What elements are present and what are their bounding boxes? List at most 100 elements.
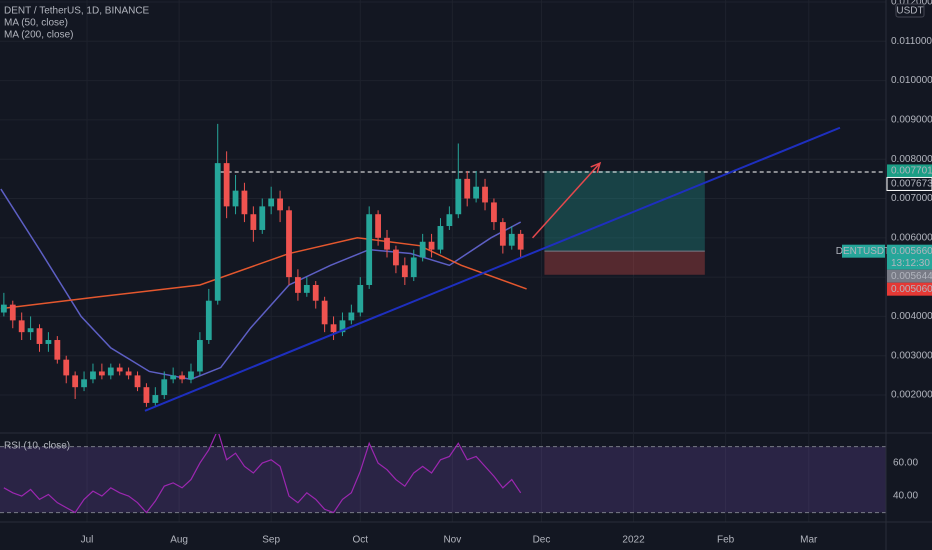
candle-body (357, 284, 364, 313)
x-tick-label: Sep (262, 535, 280, 546)
price-tag (887, 269, 932, 283)
y-tick-label: 0.008000 (891, 154, 932, 165)
candle-body (491, 202, 497, 223)
candle-body (241, 190, 248, 215)
y-tick-label: 0.002000 (891, 390, 932, 401)
candle-body (18, 320, 25, 333)
price-tag (886, 176, 932, 191)
x-tick-label: 2022 (622, 535, 645, 546)
arrow (531, 162, 601, 239)
y-tick-label: 0.003000 (891, 350, 932, 361)
y-tick-label: 0.007000 (891, 193, 932, 204)
y-tick-label: 0.010000 (891, 75, 932, 86)
rsi-band (0, 446, 886, 513)
candle-body (303, 284, 310, 293)
price-tag (887, 164, 932, 178)
x-tick-label: Mar (800, 535, 818, 546)
candle-body (81, 379, 87, 388)
candle-body (464, 178, 471, 199)
candle-body (375, 214, 381, 238)
candle-body (295, 277, 301, 293)
candle-body (152, 395, 159, 403)
price-tag (887, 244, 932, 270)
candle-body (214, 163, 221, 301)
rsi-legend: RSI (10, close) (4, 441, 70, 452)
candle-body (517, 233, 524, 250)
candle-body (348, 312, 355, 321)
candle-body (446, 214, 453, 227)
arrow-head (590, 161, 602, 173)
candle-body (401, 265, 408, 278)
candle-body (428, 241, 435, 250)
candle-body (384, 237, 390, 250)
candle-body (90, 371, 96, 380)
candle-body (9, 304, 16, 321)
candle-body (366, 214, 373, 285)
candle-body (330, 324, 337, 333)
moving-average (0, 237, 527, 310)
candle-body (116, 367, 123, 372)
candle-body (179, 375, 185, 380)
candle-body (482, 186, 488, 203)
symbol-tag-label: DENTUSDT (836, 246, 890, 257)
candle-body (437, 226, 444, 250)
x-tick-label: Oct (352, 535, 368, 546)
candle-body (508, 233, 515, 246)
candle-body (259, 206, 266, 230)
candle-body (419, 241, 426, 258)
rsi-pane (0, 434, 886, 514)
candle-body (107, 367, 114, 376)
price-tag-label: 0.005060 (891, 284, 932, 295)
candle-body (499, 222, 506, 246)
currency: USDT (896, 6, 923, 17)
candle-body (223, 163, 230, 207)
candle-body (268, 198, 275, 207)
y-tick-label: 0.006000 (891, 232, 932, 243)
candle-body (161, 379, 168, 396)
trendline (144, 126, 841, 412)
y-tick-label: 0.004000 (891, 311, 932, 322)
rsi-line (3, 434, 522, 514)
candle-body (339, 320, 346, 333)
x-tick-label: Dec (533, 535, 551, 546)
y-tick-label: 0.009000 (891, 115, 932, 126)
y-tick-label: 0.011000 (891, 36, 932, 47)
candle-body (54, 340, 61, 360)
stop-loss-zone (544, 251, 705, 275)
candle-body (63, 359, 70, 376)
x-tick-label: Feb (717, 535, 735, 546)
candle-body (393, 249, 399, 266)
countdown: 13:12:30 (891, 258, 930, 269)
candle-body (473, 186, 480, 199)
symbol-tag (842, 244, 885, 258)
ma50-legend: MA (50, close) (4, 18, 68, 29)
rsi-tick-label: 60.00 (893, 458, 918, 469)
candle-body (232, 190, 239, 207)
candle-body (72, 375, 79, 388)
candle-body (321, 300, 328, 325)
candle-body (134, 375, 141, 388)
candle-body (286, 210, 292, 278)
candle-body (143, 387, 150, 403)
x-tick-label: Aug (170, 535, 188, 546)
currency-box (895, 3, 925, 18)
symbol-title: DENT / TetherUS, 1D, BINANCE (4, 6, 150, 17)
candle-body (170, 375, 177, 380)
candle-body (250, 214, 257, 230)
candle-body (196, 340, 203, 372)
price-pane (0, 123, 886, 412)
candle-body (312, 284, 319, 301)
candle-body (0, 304, 7, 313)
candle-body (125, 371, 132, 376)
candle-body (277, 198, 283, 211)
x-tick-label: Nov (443, 535, 461, 546)
candle-body (98, 371, 105, 376)
ma200-legend: MA (200, close) (4, 30, 73, 41)
candle-body (188, 371, 194, 380)
price-tag-label: 0.007673 (891, 179, 932, 190)
grid (0, 0, 886, 522)
candle-body (45, 340, 52, 344)
axes: Jul Aug Sep Oct Nov Dec 2022 Feb Mar 0.002000 0.00… (81, 0, 932, 546)
candle-body (205, 300, 212, 341)
